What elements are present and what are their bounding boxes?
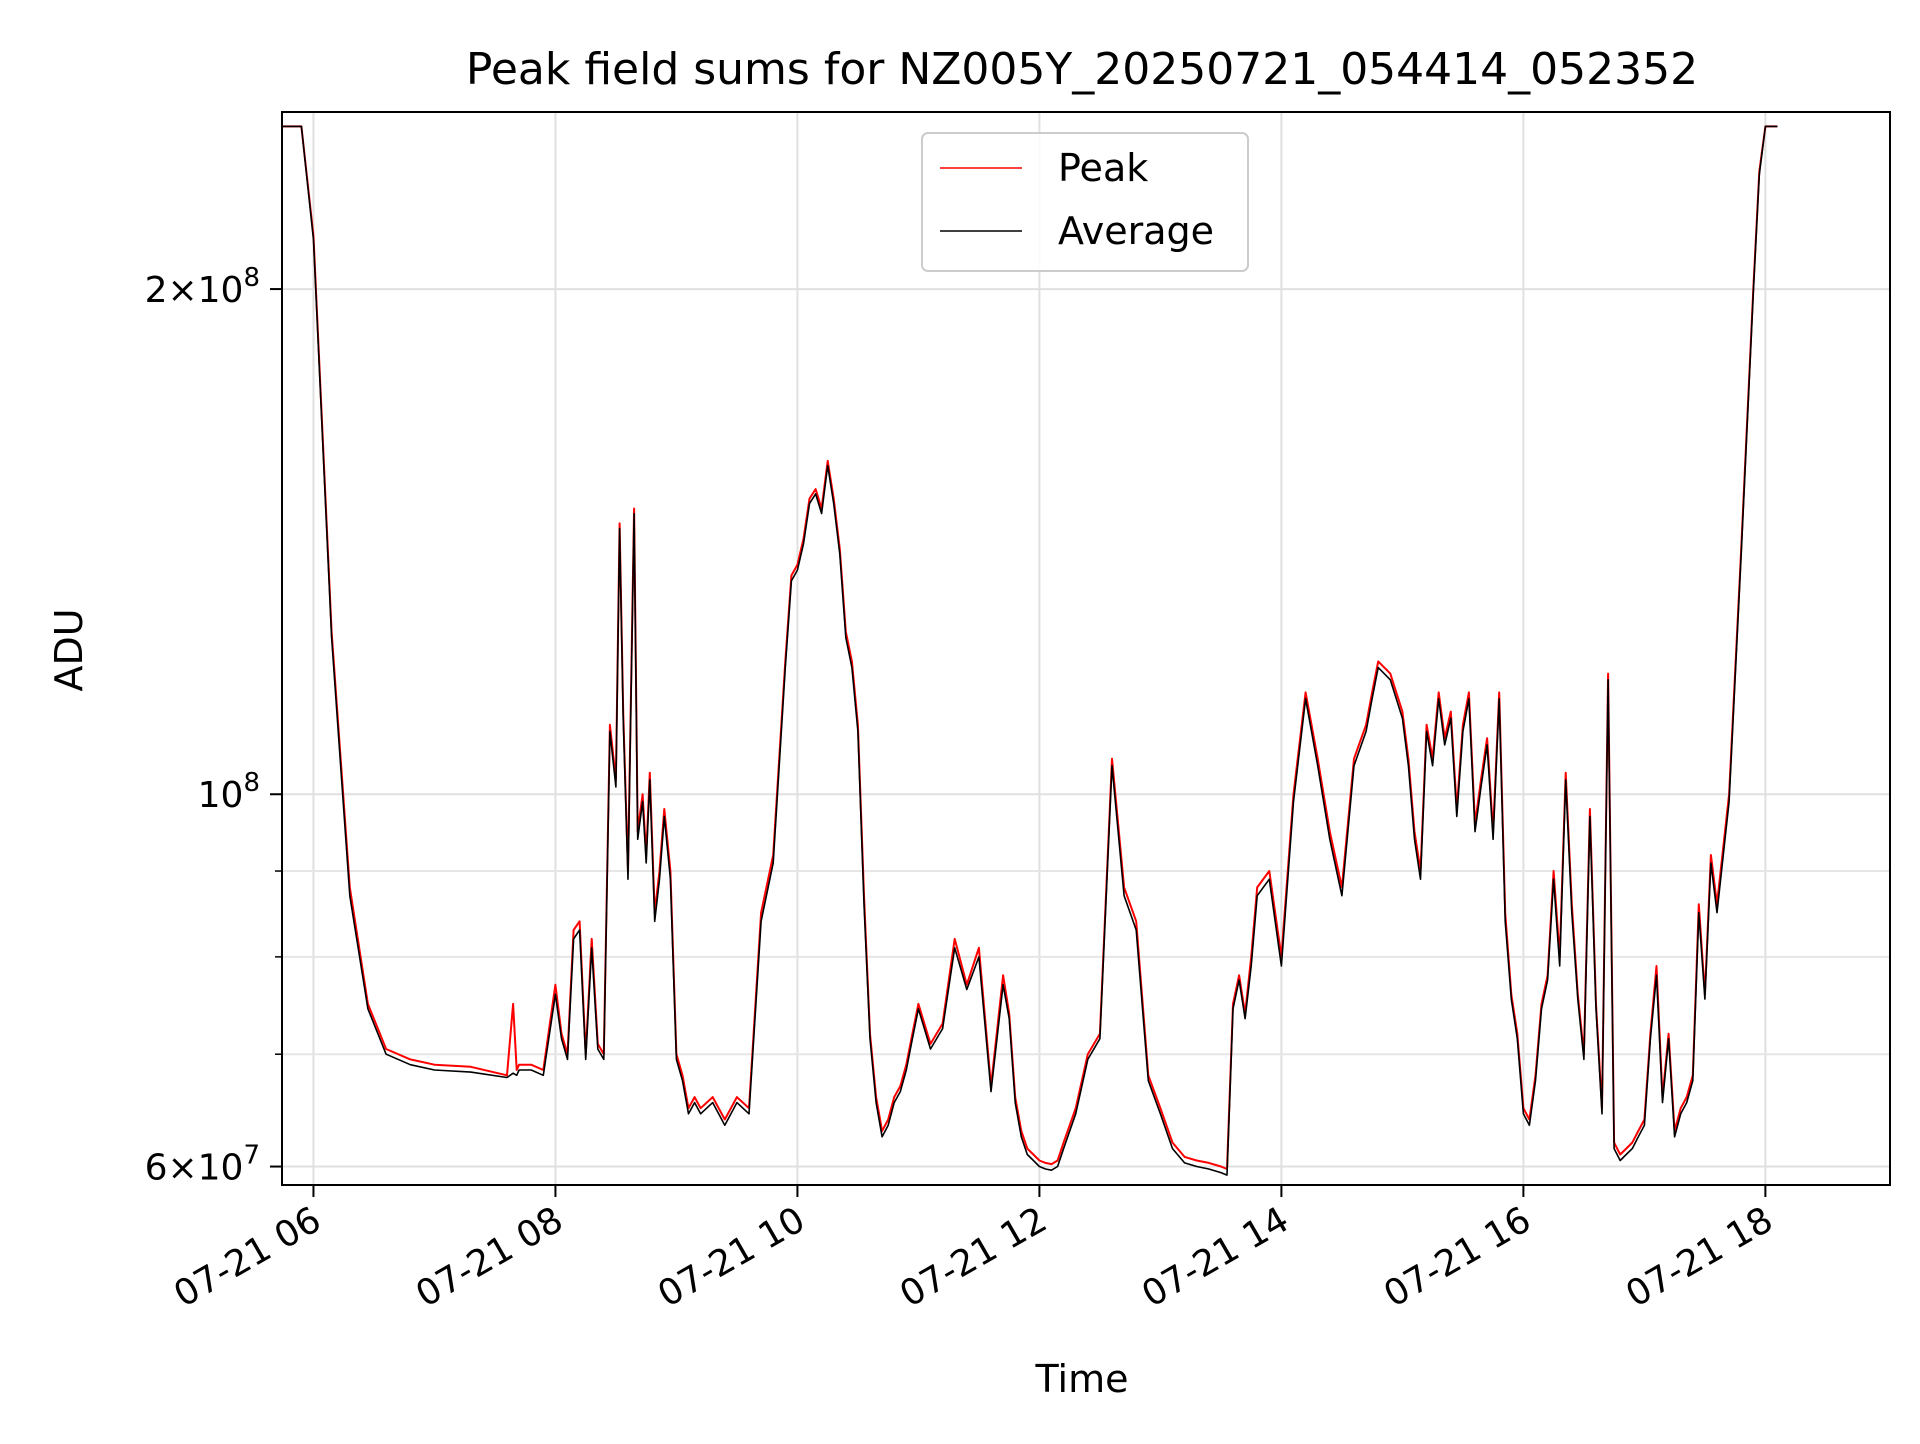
plot-frame [281,111,1891,1186]
chart-title: Peak field sums for NZ005Y_20250721_0544… [466,44,1698,95]
grid-lines [282,112,1890,1185]
y-axis-label: ADU [47,608,91,691]
y-tick-label: 6×107 [145,1141,260,1189]
y-tick-label: 108 [198,768,260,816]
legend-label-average: Average [1058,209,1214,253]
series-lines [282,125,1778,1176]
legend: Peak Average [921,132,1249,272]
x-axis-label: Time [1035,1357,1129,1401]
y-tick-label: 2×108 [145,263,260,311]
series-line-average [282,125,1778,1176]
legend-label-peak: Peak [1058,146,1148,190]
y-axis-ticks: 6×107 108 2×108 [145,263,282,1189]
